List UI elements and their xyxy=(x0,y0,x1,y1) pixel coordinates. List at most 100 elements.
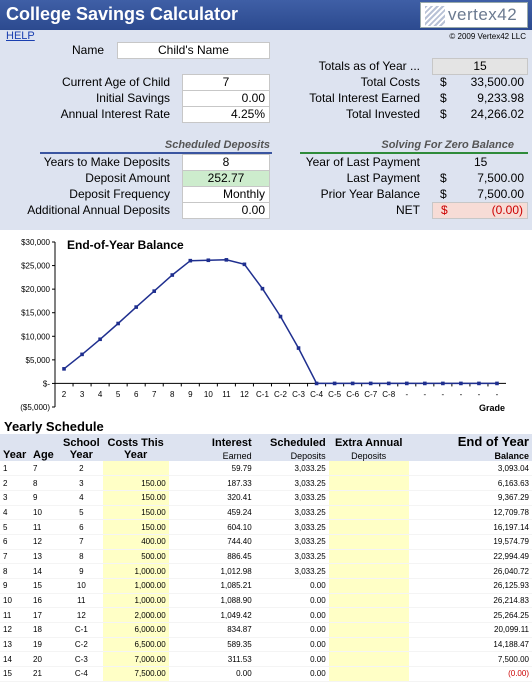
name-label: Name xyxy=(71,43,104,57)
cell-extra[interactable] xyxy=(328,534,409,550)
deposit-frequency-select[interactable]: Monthly xyxy=(182,186,270,203)
vertex42-logo[interactable]: vertex42 xyxy=(420,2,528,28)
table-row: 11 17 12 2,000.00 1,049.42 0.00 25,264.25 xyxy=(0,607,532,624)
cell-age: 14 xyxy=(30,563,60,579)
help-link[interactable]: HELP xyxy=(6,30,35,42)
cell-interest: 834.87 xyxy=(168,622,255,638)
cell-school-year: 8 xyxy=(60,549,103,565)
total-invested-label: Total Invested xyxy=(345,107,420,121)
cell-school-year: 6 xyxy=(60,519,103,535)
cell-extra[interactable] xyxy=(328,637,409,653)
cell-year: 3 xyxy=(0,490,30,506)
col-scheduled-sub: Deposits xyxy=(254,449,329,461)
table-row: 13 19 C-2 6,500.00 589.35 0.00 14,188.47 xyxy=(0,637,532,653)
chart-data-point xyxy=(332,381,337,386)
chart-data-point xyxy=(134,305,138,309)
cell-age: 8 xyxy=(30,475,60,491)
cell-costs[interactable]: 2,000.00 xyxy=(102,607,169,624)
cell-balance: 26,040.72 xyxy=(408,563,532,579)
cell-balance: 12,709.78 xyxy=(408,505,532,521)
chart-y-tick-label: $25,000 xyxy=(21,262,50,271)
cell-year: 4 xyxy=(0,505,30,521)
scheduled-deposits-heading: Scheduled Deposits xyxy=(164,139,270,151)
cell-scheduled: 0.00 xyxy=(254,651,329,668)
cell-scheduled: 3,033.25 xyxy=(254,534,329,550)
cell-costs[interactable]: 400.00 xyxy=(102,534,169,550)
cell-costs[interactable]: 6,500.00 xyxy=(102,637,169,653)
cell-extra[interactable] xyxy=(328,607,409,624)
cell-extra[interactable] xyxy=(328,666,409,682)
cell-school-year: 11 xyxy=(60,593,103,609)
cell-year: 11 xyxy=(0,607,30,624)
cell-costs[interactable]: 1,000.00 xyxy=(102,563,169,579)
year-last-payment-value: 15 xyxy=(474,155,488,169)
cell-extra[interactable] xyxy=(328,651,409,668)
cell-school-year: 4 xyxy=(60,490,103,506)
chart-x-tick-label: C-2 xyxy=(274,390,287,399)
name-input[interactable]: Child's Name xyxy=(117,42,270,59)
rate-input[interactable]: 4.25% xyxy=(182,106,270,123)
chart-x-tick-label: 2 xyxy=(62,390,67,399)
cell-school-year: 12 xyxy=(60,607,103,624)
col-year: Year xyxy=(0,449,30,461)
cell-interest: 1,088.90 xyxy=(168,593,255,609)
chart-data-point xyxy=(116,321,120,326)
cell-interest: 1,012.98 xyxy=(168,563,255,579)
chart-data-point xyxy=(441,381,445,386)
table-row: 8 14 9 1,000.00 1,012.98 3,033.25 26,040.72 xyxy=(0,563,532,579)
col-school: School xyxy=(60,434,103,449)
cell-costs[interactable] xyxy=(102,461,169,477)
chart-data-point xyxy=(423,381,427,386)
cell-costs[interactable]: 6,000.00 xyxy=(102,622,169,638)
chart-x-tick-label: - xyxy=(496,390,499,399)
cell-costs[interactable]: 150.00 xyxy=(102,505,169,521)
cell-balance: 9,367.29 xyxy=(408,490,532,506)
chart-y-tick-label: $- xyxy=(43,379,50,388)
age-input[interactable]: 7 xyxy=(182,74,270,91)
cell-extra[interactable] xyxy=(328,593,409,609)
totals-asof-input[interactable]: 15 xyxy=(432,58,528,75)
chart-data-point xyxy=(224,258,229,262)
total-interest-label: Total Interest Earned xyxy=(309,91,420,105)
additional-deposits-input[interactable]: 0.00 xyxy=(182,202,270,219)
cell-extra[interactable] xyxy=(328,505,409,521)
cell-costs[interactable]: 150.00 xyxy=(102,519,169,535)
savings-input[interactable]: 0.00 xyxy=(182,90,270,107)
deposit-amount-label: Deposit Amount xyxy=(85,171,170,185)
chart-y-tick-label: $10,000 xyxy=(21,332,50,341)
savings-label: Initial Savings xyxy=(95,91,170,105)
cell-interest: 604.10 xyxy=(168,519,255,535)
cell-scheduled: 3,033.25 xyxy=(254,461,329,477)
cell-costs[interactable]: 7,500.00 xyxy=(102,666,169,682)
cell-age: 10 xyxy=(30,505,60,521)
table-row: 3 9 4 150.00 320.41 3,033.25 9,367.29 xyxy=(0,490,532,506)
cell-extra[interactable] xyxy=(328,475,409,491)
cell-year: 15 xyxy=(0,666,30,682)
cell-scheduled: 0.00 xyxy=(254,578,329,594)
cell-costs[interactable]: 150.00 xyxy=(102,475,169,491)
cell-costs[interactable]: 1,000.00 xyxy=(102,578,169,594)
years-input[interactable]: 8 xyxy=(182,154,270,171)
cell-extra[interactable] xyxy=(328,490,409,506)
cell-extra[interactable] xyxy=(328,461,409,477)
chart-y-tick-label: $15,000 xyxy=(21,309,50,318)
chart-data-point xyxy=(314,381,319,386)
deposit-amount-field[interactable]: 252.77 xyxy=(182,170,270,187)
table-row: 7 13 8 500.00 886.45 3,033.25 22,994.49 xyxy=(0,549,532,565)
cell-costs[interactable]: 500.00 xyxy=(102,549,169,565)
table-row: 6 12 7 400.00 744.40 3,033.25 19,574.79 xyxy=(0,534,532,550)
cell-extra[interactable] xyxy=(328,622,409,638)
cell-extra[interactable] xyxy=(328,578,409,594)
chart-data-point xyxy=(98,337,102,342)
cell-costs[interactable]: 1,000.00 xyxy=(102,593,169,609)
cell-extra[interactable] xyxy=(328,549,409,565)
table-row: 15 21 C-4 7,500.00 0.00 0.00 (0.00) xyxy=(0,666,532,682)
cell-extra[interactable] xyxy=(328,563,409,579)
cell-costs[interactable]: 150.00 xyxy=(102,490,169,506)
cell-costs[interactable]: 7,000.00 xyxy=(102,651,169,668)
cell-age: 18 xyxy=(30,622,60,638)
cell-extra[interactable] xyxy=(328,519,409,535)
cell-year: 9 xyxy=(0,578,30,594)
chart-title: End-of-Year Balance xyxy=(67,238,184,252)
chart-data-point xyxy=(152,289,157,293)
